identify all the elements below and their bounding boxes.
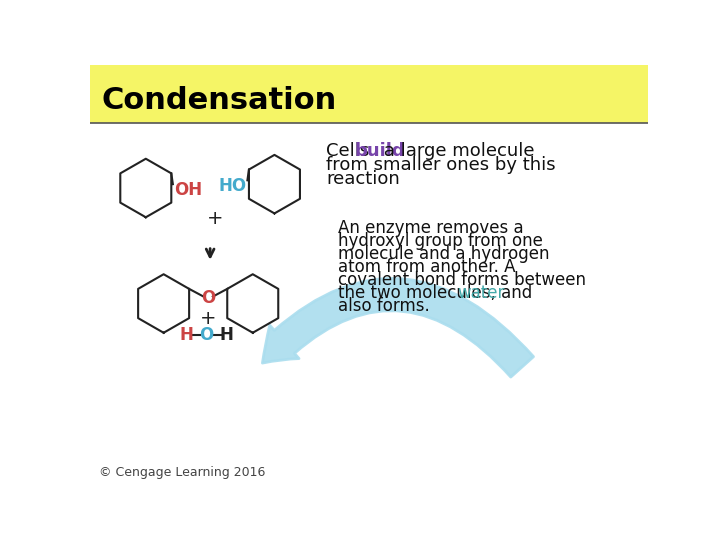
- Text: molecule and a hydrogen: molecule and a hydrogen: [338, 245, 549, 263]
- Text: Condensation: Condensation: [102, 86, 337, 114]
- Text: © Cengage Learning 2016: © Cengage Learning 2016: [99, 467, 266, 480]
- Text: OH: OH: [174, 181, 202, 199]
- Text: covalent bond forms between: covalent bond forms between: [338, 271, 586, 289]
- Text: water: water: [458, 284, 505, 302]
- Text: H: H: [220, 326, 234, 344]
- Text: H: H: [179, 326, 194, 344]
- Text: +: +: [200, 309, 217, 328]
- FancyBboxPatch shape: [90, 65, 648, 123]
- Text: build: build: [354, 142, 405, 160]
- Text: HO: HO: [218, 178, 247, 195]
- Text: O: O: [199, 326, 214, 344]
- Text: from smaller ones by this: from smaller ones by this: [326, 156, 556, 174]
- Text: Cells: Cells: [326, 142, 375, 160]
- Text: O: O: [201, 289, 215, 307]
- Text: atom from another. A: atom from another. A: [338, 258, 516, 276]
- Text: reaction: reaction: [326, 170, 400, 187]
- Text: hydroxyl group from one: hydroxyl group from one: [338, 232, 543, 250]
- Text: +: +: [207, 210, 224, 228]
- Text: also forms.: also forms.: [338, 298, 430, 315]
- FancyArrowPatch shape: [262, 279, 534, 377]
- Text: a large molecule: a large molecule: [378, 142, 535, 160]
- Text: An enzyme removes a: An enzyme removes a: [338, 219, 523, 237]
- Text: the two molecules, and: the two molecules, and: [338, 284, 538, 302]
